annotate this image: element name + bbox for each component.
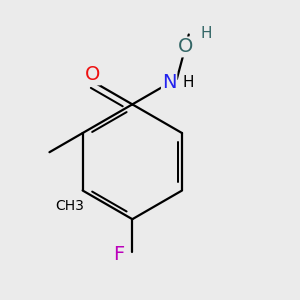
Text: H: H <box>200 26 212 41</box>
Text: N: N <box>162 73 176 92</box>
Text: H: H <box>182 75 194 90</box>
Text: O: O <box>178 38 193 56</box>
Text: CH3: CH3 <box>56 199 84 213</box>
Text: O: O <box>85 65 100 84</box>
Text: F: F <box>113 245 125 264</box>
